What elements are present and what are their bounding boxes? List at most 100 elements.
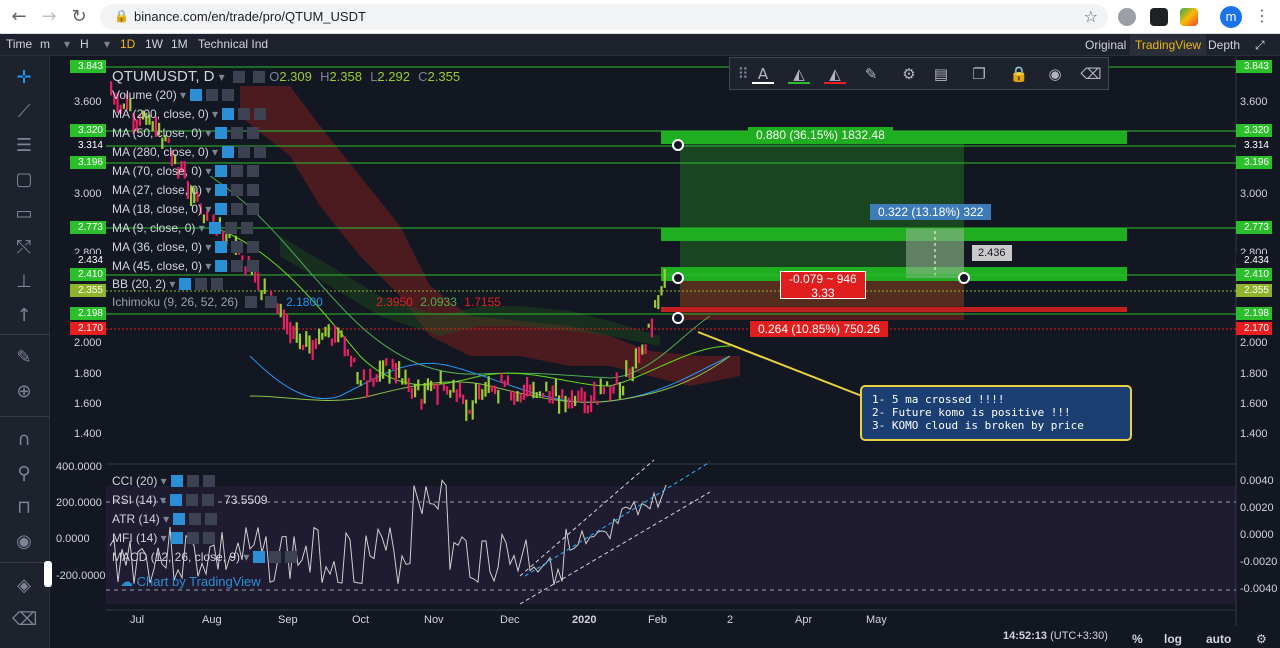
eye-icon[interactable]	[170, 532, 183, 544]
close-icon[interactable]	[202, 494, 215, 506]
chevron-down-icon[interactable]: ▾	[157, 531, 167, 545]
close-icon[interactable]	[202, 475, 215, 487]
chevron-down-icon[interactable]: ▾	[202, 202, 212, 216]
bookmark-star-icon[interactable]: ☆	[1083, 7, 1098, 26]
chevron-down-icon[interactable]: ▾	[104, 37, 111, 51]
minutes-dropdown[interactable]: m	[40, 37, 50, 51]
chevron-down-icon[interactable]: ▾	[202, 259, 212, 273]
extension-icon-2[interactable]	[1150, 8, 1168, 26]
layers-icon[interactable]: ◈	[17, 575, 31, 596]
close-icon[interactable]	[247, 127, 260, 139]
settings-icon[interactable]	[238, 146, 251, 158]
toolbar-resize-handle[interactable]	[44, 561, 52, 587]
close-icon[interactable]	[254, 108, 267, 120]
eye-icon[interactable]	[222, 146, 235, 158]
technical-indicators-button[interactable]: Technical Ind	[198, 37, 269, 51]
chevron-down-icon[interactable]: ▾	[166, 277, 176, 291]
log-toggle[interactable]: log	[1164, 632, 1182, 646]
settings-icon[interactable]	[238, 108, 251, 120]
horizontal-lines-icon[interactable]: ☰	[15, 135, 33, 156]
settings-icon[interactable]	[269, 551, 282, 563]
eye-icon[interactable]	[170, 475, 183, 487]
chevron-down-icon[interactable]: ▾	[156, 493, 167, 507]
settings-icon[interactable]	[245, 296, 258, 308]
close-icon[interactable]	[285, 551, 298, 563]
indicator-legend-item[interactable]: MA (200, close, 0) ▾	[112, 107, 267, 121]
eye-icon[interactable]	[222, 108, 235, 120]
forward-arrow-icon[interactable]: →	[41, 6, 57, 27]
close-icon[interactable]	[247, 203, 260, 215]
crosshair-icon[interactable]: ✛	[16, 67, 32, 88]
indicator-legend-item[interactable]: MA (280, close, 0) ▾	[112, 145, 267, 159]
settings-icon[interactable]	[186, 532, 199, 544]
extension-icon-3[interactable]	[1180, 8, 1198, 26]
eye-icon[interactable]	[173, 513, 186, 525]
close-icon[interactable]	[247, 184, 260, 196]
oscillator-legend-item[interactable]: RSI (14) ▾ 73.5509	[112, 493, 267, 507]
visibility-icon[interactable]: ◉	[1048, 65, 1062, 83]
chevron-down-icon[interactable]: ▾	[218, 70, 225, 84]
interval-1d[interactable]: 1D	[120, 37, 136, 51]
eye-icon[interactable]	[208, 222, 221, 234]
indicator-legend-item[interactable]: MA (50, close, 0) ▾	[112, 126, 260, 140]
lock-icon[interactable]: 🔒	[1009, 65, 1029, 83]
oscillator-legend-item[interactable]: ATR (14) ▾	[112, 512, 218, 526]
arrow-up-icon[interactable]: ↑	[16, 305, 32, 326]
settings-icon[interactable]	[231, 184, 244, 196]
settings-icon[interactable]	[231, 165, 244, 177]
indicator-legend-item[interactable]: MA (9, close, 0) ▾	[112, 221, 253, 235]
interval-1m[interactable]: 1M	[171, 37, 188, 51]
rectangle-icon[interactable]: ▢	[15, 169, 33, 190]
comment-icon[interactable]: ▭	[15, 203, 33, 224]
settings-icon[interactable]	[232, 71, 245, 83]
close-icon[interactable]	[253, 71, 266, 83]
close-icon[interactable]	[247, 260, 260, 272]
ruler-icon[interactable]: ✎	[16, 347, 32, 368]
chevron-down-icon[interactable]: ▾	[202, 183, 212, 197]
eye-icon[interactable]	[215, 241, 228, 253]
browser-menu-icon[interactable]: ⋮	[1254, 6, 1270, 25]
reload-icon[interactable]: ↻	[71, 6, 87, 27]
settings-icon[interactable]	[206, 89, 219, 101]
settings-icon[interactable]	[195, 278, 208, 290]
chevron-down-icon[interactable]: ▾	[202, 164, 212, 178]
chevron-down-icon[interactable]: ▾	[64, 37, 71, 51]
clone-icon[interactable]: ❐	[972, 65, 986, 83]
eye-icon[interactable]	[253, 551, 266, 563]
measure-icon[interactable]: ⊥	[16, 271, 32, 292]
percent-toggle[interactable]: %	[1132, 632, 1143, 646]
profile-avatar[interactable]: m	[1220, 6, 1242, 28]
note-callout[interactable]: 1- 5 ma crossed !!!! 2- Future komo is p…	[860, 385, 1132, 441]
eye-icon[interactable]	[179, 278, 192, 290]
eye-icon[interactable]	[170, 494, 183, 506]
indicator-legend-item[interactable]: BB (20, 2) ▾	[112, 277, 224, 291]
indicator-legend-item[interactable]: MA (70, close, 0) ▾	[112, 164, 260, 178]
eye-icon[interactable]	[215, 260, 228, 272]
close-icon[interactable]	[247, 165, 260, 177]
close-icon[interactable]	[240, 222, 253, 234]
chevron-down-icon[interactable]: ▾	[202, 240, 212, 254]
settings-icon[interactable]	[186, 494, 199, 506]
trend-line-icon[interactable]: ⟋	[17, 101, 31, 122]
oscillator-legend-item[interactable]: CCI (20) ▾	[112, 474, 215, 488]
eye-icon[interactable]	[215, 184, 228, 196]
trash-icon[interactable]: ⌫	[1080, 65, 1102, 83]
chevron-down-icon[interactable]: ▾	[157, 474, 167, 488]
indicator-legend-item[interactable]: MA (45, close, 0) ▾	[112, 259, 260, 273]
settings-icon[interactable]	[231, 260, 244, 272]
fullscreen-icon[interactable]: ⤢	[1255, 38, 1265, 52]
border-color-icon[interactable]: ◭	[824, 64, 846, 84]
view-depth-tab[interactable]: Depth	[1208, 38, 1241, 52]
settings-icon[interactable]	[231, 127, 244, 139]
close-icon[interactable]	[247, 241, 260, 253]
pattern-icon[interactable]: ⤲	[16, 237, 32, 258]
settings-icon[interactable]	[224, 222, 237, 234]
close-icon[interactable]	[254, 146, 267, 158]
settings-icon[interactable]	[231, 241, 244, 253]
address-bar[interactable]: 🔒 binance.com/en/trade/pro/QTUM_USDT ☆	[100, 4, 1108, 30]
settings-icon[interactable]	[231, 203, 244, 215]
eye-icon[interactable]	[215, 203, 228, 215]
chevron-down-icon[interactable]: ▾	[208, 107, 219, 121]
chevron-down-icon[interactable]: ▾	[159, 512, 170, 526]
auto-toggle[interactable]: auto	[1206, 632, 1232, 646]
